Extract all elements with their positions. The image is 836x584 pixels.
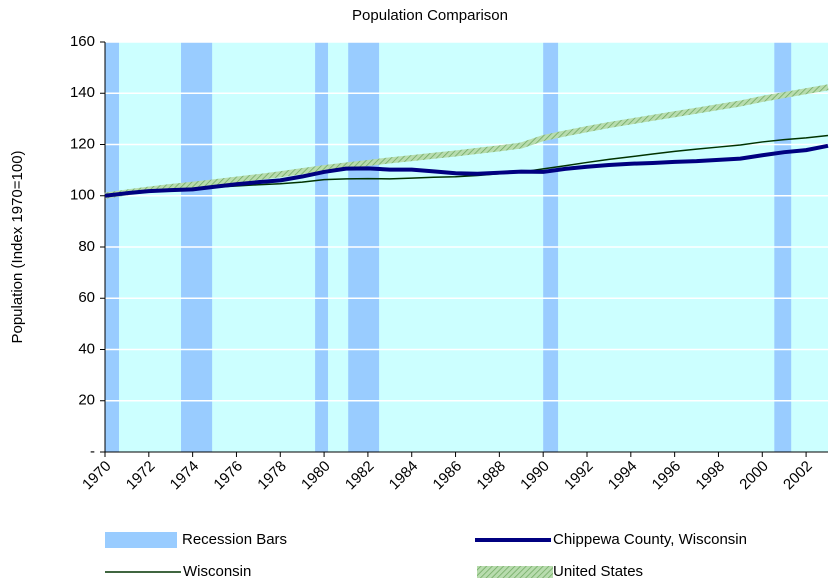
series-line — [104, 143, 829, 198]
x-tick-label: 1984 — [386, 458, 422, 494]
y-tick-label: 100 — [70, 187, 95, 204]
y-axis-label: Population (Index 1970=100) — [9, 150, 26, 343]
x-tick-label: 1974 — [167, 458, 203, 494]
x-tick-label: 1988 — [473, 458, 509, 494]
x-tick-label: 2002 — [780, 458, 816, 494]
legend-label: United States — [553, 563, 643, 580]
y-tick-label: 140 — [70, 84, 95, 101]
x-tick-label: 1998 — [692, 458, 728, 494]
x-tick-label: 1976 — [210, 458, 246, 494]
x-tick-label: 1980 — [298, 458, 334, 494]
x-tick-label: 1970 — [79, 458, 115, 494]
legend-label: Chippewa County, Wisconsin — [553, 531, 747, 548]
x-tick-label: 1992 — [561, 458, 597, 494]
y-tick-label: 20 — [78, 392, 95, 409]
y-tick-label: 40 — [78, 340, 95, 357]
y-tick-label: 160 — [70, 33, 95, 50]
x-tick-label: 1996 — [649, 458, 685, 494]
x-tick-label: 1982 — [342, 458, 378, 494]
x-tick-label: 1986 — [430, 458, 466, 494]
y-tick-label: - — [90, 443, 95, 460]
legend-swatch — [105, 532, 177, 548]
legend-label: Recession Bars — [182, 531, 287, 548]
series-line — [104, 84, 829, 199]
x-tick-label: 1990 — [517, 458, 553, 494]
x-tick-label: 1994 — [605, 458, 641, 494]
x-tick-label: 1978 — [254, 458, 290, 494]
x-tick-label: 1972 — [123, 458, 159, 494]
y-tick-label: 80 — [78, 238, 95, 255]
legend-label: Wisconsin — [183, 563, 251, 580]
y-tick-label: 60 — [78, 289, 95, 306]
y-tick-label: 120 — [70, 135, 95, 152]
x-tick-label: 2000 — [736, 458, 772, 494]
chart-title: Population Comparison — [352, 7, 508, 24]
legend-swatch — [477, 566, 553, 578]
